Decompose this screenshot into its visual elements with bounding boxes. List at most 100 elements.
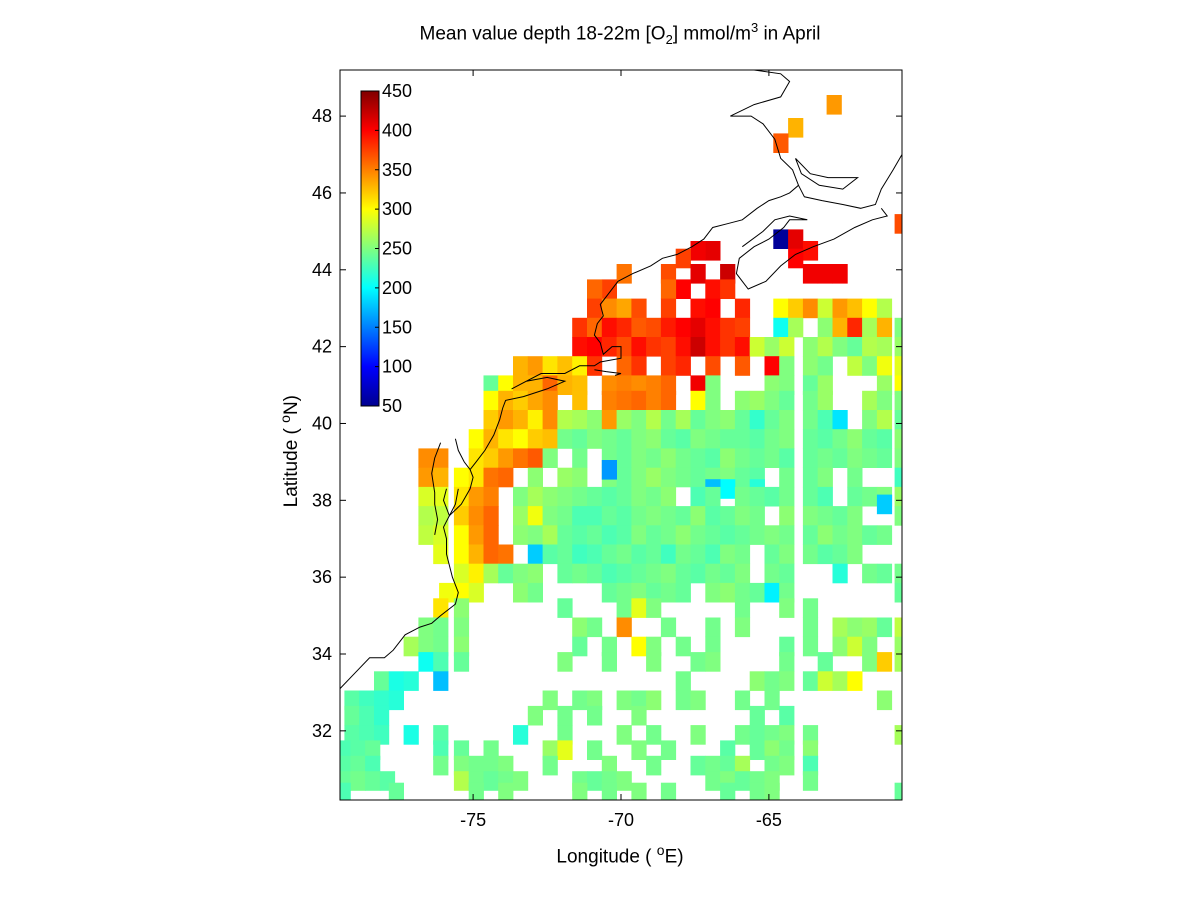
data-cell xyxy=(705,506,721,526)
data-cell xyxy=(631,375,647,395)
data-cell xyxy=(817,317,833,338)
data-cell xyxy=(862,617,878,638)
data-cell xyxy=(513,725,529,745)
data-cell xyxy=(587,771,603,791)
data-cell xyxy=(587,563,603,584)
data-cell xyxy=(616,617,632,638)
data-cell xyxy=(764,740,780,760)
data-cell xyxy=(340,771,351,791)
data-cell xyxy=(802,544,819,565)
data-cell xyxy=(862,356,878,376)
data-cell xyxy=(847,544,863,565)
data-cell xyxy=(894,636,902,657)
data-cell xyxy=(734,337,751,357)
data-cell xyxy=(705,636,721,657)
data-cell xyxy=(587,279,603,299)
data-cell xyxy=(690,506,706,526)
data-cell xyxy=(587,429,603,449)
data-cell xyxy=(749,671,765,691)
data-cell xyxy=(675,410,691,430)
data-cell xyxy=(498,755,514,776)
data-cell xyxy=(601,582,617,603)
x-tick-label: -75 xyxy=(460,810,486,830)
data-cell xyxy=(779,448,795,468)
y-tick-label: 46 xyxy=(312,183,332,203)
data-cell xyxy=(418,467,434,488)
data-cell xyxy=(527,582,543,603)
data-cell xyxy=(433,652,449,672)
data-cell xyxy=(616,448,632,468)
data-cell xyxy=(734,298,751,319)
data-cell xyxy=(764,429,780,449)
data-cell xyxy=(453,598,470,618)
data-cell xyxy=(587,506,603,526)
data-cell xyxy=(513,486,529,507)
data-cell xyxy=(749,582,765,603)
data-cell xyxy=(779,671,795,691)
data-cell xyxy=(675,582,691,603)
data-cell xyxy=(660,298,677,319)
data-cell xyxy=(734,356,751,376)
data-cell xyxy=(876,448,893,468)
data-cell xyxy=(631,337,647,357)
data-cell xyxy=(542,375,558,395)
data-cell xyxy=(468,755,484,776)
y-axis-label: Latitude ( oN) xyxy=(276,394,303,508)
data-cell xyxy=(483,755,499,776)
data-cell xyxy=(453,617,470,638)
data-cell xyxy=(894,467,902,488)
data-cell xyxy=(705,544,721,565)
coastline-segment xyxy=(454,438,471,470)
data-cell xyxy=(468,448,484,468)
data-cell xyxy=(557,544,573,565)
data-cell xyxy=(764,563,780,584)
data-cell xyxy=(542,356,558,376)
data-cell xyxy=(764,525,780,545)
data-cell xyxy=(779,486,795,507)
data-cell xyxy=(690,410,706,430)
data-cell xyxy=(418,486,434,507)
y-tick-label: 48 xyxy=(312,106,332,126)
data-cell xyxy=(527,429,543,449)
data-cell xyxy=(876,617,893,638)
data-cell xyxy=(601,652,617,672)
data-cell xyxy=(675,525,691,545)
data-cell xyxy=(675,671,691,691)
data-cell xyxy=(720,582,736,603)
data-cell xyxy=(817,544,833,565)
data-cell xyxy=(817,375,833,395)
data-cell xyxy=(498,544,514,565)
data-cell xyxy=(847,525,863,545)
data-cell xyxy=(557,563,573,584)
data-cell xyxy=(527,506,543,526)
coastline-segment xyxy=(431,442,442,535)
data-cell xyxy=(764,448,780,468)
data-cell xyxy=(764,486,780,507)
data-cell xyxy=(572,375,588,395)
data-cell xyxy=(802,356,819,376)
data-cell xyxy=(847,298,863,319)
data-cell xyxy=(453,563,470,584)
data-cell xyxy=(817,506,833,526)
data-cell xyxy=(513,582,529,603)
data-cell xyxy=(894,506,902,526)
data-cell xyxy=(690,448,706,468)
data-cell xyxy=(660,337,677,357)
data-cell xyxy=(542,486,558,507)
data-cell xyxy=(660,782,677,800)
data-cell xyxy=(802,755,819,776)
y-tick-label: 44 xyxy=(312,260,332,280)
data-cell xyxy=(734,410,751,430)
data-cell xyxy=(847,429,863,449)
data-cell xyxy=(862,448,878,468)
data-cell xyxy=(862,652,878,672)
data-cell xyxy=(513,448,529,468)
data-cell xyxy=(847,506,863,526)
data-cell xyxy=(802,740,819,760)
data-cell xyxy=(542,429,558,449)
data-cell xyxy=(483,563,499,584)
data-cell xyxy=(631,429,647,449)
data-cell xyxy=(631,525,647,545)
data-cell xyxy=(705,617,721,638)
